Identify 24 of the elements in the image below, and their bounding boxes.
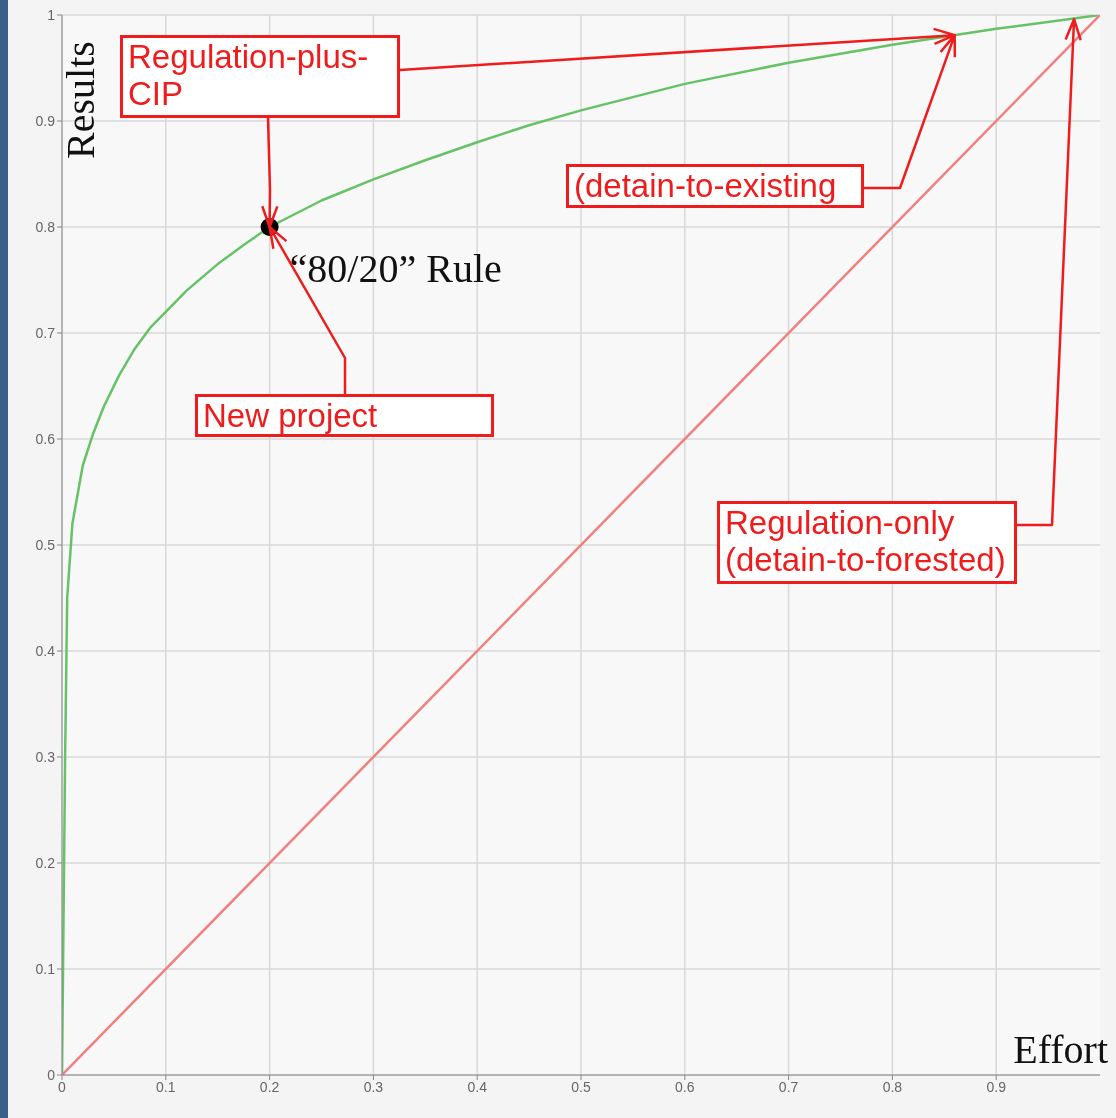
y-axis-title: Results xyxy=(58,41,104,159)
y-tick-label: 0.7 xyxy=(35,324,56,341)
x-axis-title: Effort xyxy=(1013,1027,1108,1072)
x-tick-label: 0.6 xyxy=(675,1078,695,1095)
annotation: “80/20” Rule xyxy=(289,246,502,291)
x-tick-label: 0.3 xyxy=(363,1078,384,1095)
y-tick-label: 0.2 xyxy=(35,854,56,871)
x-tick-label: 0.9 xyxy=(986,1078,1007,1095)
x-tick-label: 0.2 xyxy=(259,1078,280,1095)
x-tick-label: 0.5 xyxy=(571,1078,591,1095)
y-tick-label: 0.3 xyxy=(35,748,56,765)
y-tick-label: 0 xyxy=(47,1066,56,1083)
x-tick-label: 0.4 xyxy=(467,1078,488,1095)
y-tick-label: 0.5 xyxy=(35,536,56,553)
x-tick-label: 0.1 xyxy=(156,1078,176,1095)
y-tick-label: 0.1 xyxy=(35,960,56,977)
y-tick-label: 0.6 xyxy=(35,430,56,447)
y-tick-label: 0.8 xyxy=(35,218,56,235)
y-tick-label: 0.4 xyxy=(35,642,56,659)
x-tick-label: 0.8 xyxy=(882,1078,903,1095)
x-tick-label: 0.7 xyxy=(778,1078,799,1095)
x-tick-label: 0 xyxy=(58,1078,67,1095)
y-tick-label: 0.9 xyxy=(35,112,56,129)
y-tick-label: 1 xyxy=(47,6,56,23)
